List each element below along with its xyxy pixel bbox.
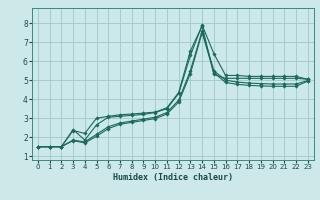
X-axis label: Humidex (Indice chaleur): Humidex (Indice chaleur): [113, 173, 233, 182]
